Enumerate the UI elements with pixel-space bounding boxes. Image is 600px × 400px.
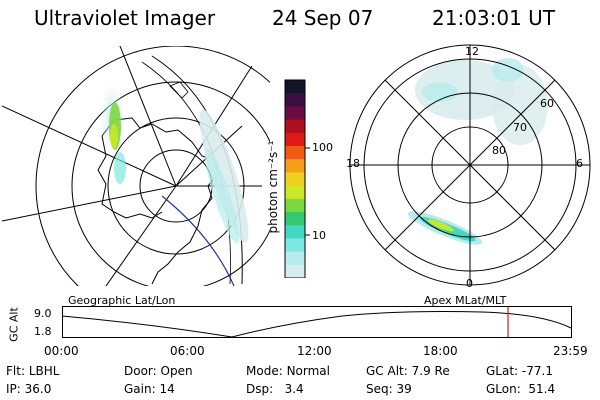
colorbar-swatch: [285, 225, 305, 239]
colorbar-swatch: [285, 106, 305, 121]
mlt-label-18: 18: [346, 157, 360, 170]
left-panel-caption: Geographic Lat/Lon: [68, 294, 176, 307]
time-label: 21:03:01 UT: [432, 6, 556, 30]
instrument-title: Ultraviolet Imager: [34, 6, 216, 30]
geographic-map-panel: [2, 46, 270, 286]
colorbar-swatch: [285, 212, 305, 226]
colorbar-swatch: [285, 119, 305, 134]
colorbar-swatch: [285, 251, 305, 266]
colorbar-swatch: [285, 198, 305, 213]
colorbar-unit-label: photon cm⁻²s⁻¹: [266, 140, 280, 234]
status-gain: Gain: 14: [124, 382, 175, 396]
xtick-0000: 00:00: [44, 344, 79, 358]
colorbar-swatch: [285, 172, 305, 187]
lat-label-80: 80: [492, 144, 506, 157]
altitude-ytick-high: 9.0: [34, 307, 52, 320]
altitude-ytick-low: 1.8: [34, 325, 52, 338]
status-glat: GLat: -77.1: [486, 364, 553, 378]
colorbar-swatch: [285, 80, 305, 94]
colorbar-swatch: [285, 132, 305, 147]
status-dsp: Dsp: 3.4: [246, 382, 304, 396]
colorbar-swatch: [285, 264, 305, 278]
status-mode: Mode: Normal: [246, 364, 330, 378]
colorbar-swatch: [285, 238, 305, 253]
colorbar-swatch: [285, 185, 305, 200]
altitude-ylabel: GC Alt: [7, 307, 21, 342]
date-label: 24 Sep 07: [272, 6, 374, 30]
colorbar-swatch: [285, 93, 305, 107]
magnetic-polar-panel: [349, 44, 591, 286]
xtick-2359: 23:59: [553, 344, 588, 358]
altitude-plot: [62, 306, 572, 338]
status-seq: Seq: 39: [366, 382, 412, 396]
colorbar: [284, 79, 310, 278]
status-gc-alt: GC Alt: 7.9 Re: [366, 364, 450, 378]
mlt-label-12: 12: [465, 45, 479, 58]
colorbar-tick-10: 10: [312, 229, 326, 242]
right-panel-caption: Apex MLat/MLT: [424, 294, 507, 307]
mlt-label-6: 6: [576, 157, 583, 170]
status-glon: GLon: 51.4: [486, 382, 556, 396]
xtick-1800: 18:00: [423, 344, 458, 358]
status-ip: IP: 36.0: [6, 382, 52, 396]
colorbar-swatches: [285, 80, 305, 278]
mlt-label-0: 0: [466, 277, 473, 290]
status-flt: Flt: LBHL: [6, 364, 60, 378]
lat-label-60: 60: [540, 97, 554, 110]
lat-label-70: 70: [513, 121, 527, 134]
xtick-1200: 12:00: [297, 344, 332, 358]
colorbar-swatch: [285, 146, 305, 160]
xtick-0600: 06:00: [170, 344, 205, 358]
status-door: Door: Open: [124, 364, 193, 378]
colorbar-swatch: [285, 159, 305, 173]
colorbar-tick-100: 100: [312, 141, 333, 154]
